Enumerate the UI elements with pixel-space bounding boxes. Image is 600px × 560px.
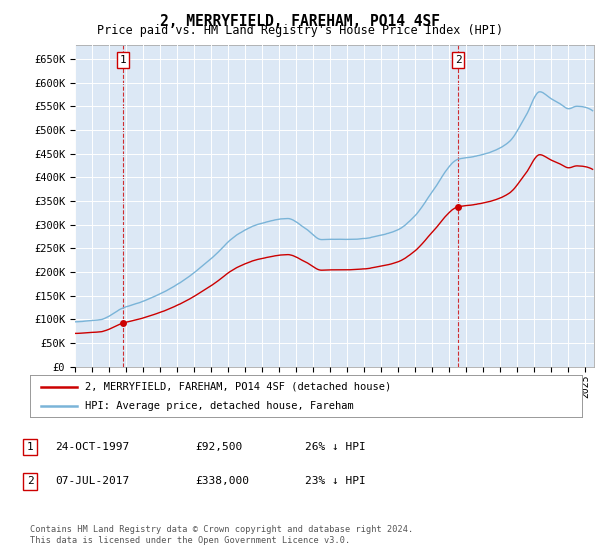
Text: 2, MERRYFIELD, FAREHAM, PO14 4SF (detached house): 2, MERRYFIELD, FAREHAM, PO14 4SF (detach… xyxy=(85,381,391,391)
Text: HPI: Average price, detached house, Fareham: HPI: Average price, detached house, Fare… xyxy=(85,401,354,411)
Text: £92,500: £92,500 xyxy=(195,442,242,452)
Text: 23% ↓ HPI: 23% ↓ HPI xyxy=(305,476,366,486)
Text: 24-OCT-1997: 24-OCT-1997 xyxy=(55,442,129,452)
Text: 1: 1 xyxy=(26,442,34,452)
Text: £338,000: £338,000 xyxy=(195,476,249,486)
Text: Price paid vs. HM Land Registry's House Price Index (HPI): Price paid vs. HM Land Registry's House … xyxy=(97,24,503,37)
Text: 07-JUL-2017: 07-JUL-2017 xyxy=(55,476,129,486)
Text: 2: 2 xyxy=(455,55,461,65)
Text: 2: 2 xyxy=(26,476,34,486)
Text: Contains HM Land Registry data © Crown copyright and database right 2024.
This d: Contains HM Land Registry data © Crown c… xyxy=(30,525,413,545)
Text: 1: 1 xyxy=(119,55,126,65)
Text: 2, MERRYFIELD, FAREHAM, PO14 4SF: 2, MERRYFIELD, FAREHAM, PO14 4SF xyxy=(160,14,440,29)
Text: 26% ↓ HPI: 26% ↓ HPI xyxy=(305,442,366,452)
